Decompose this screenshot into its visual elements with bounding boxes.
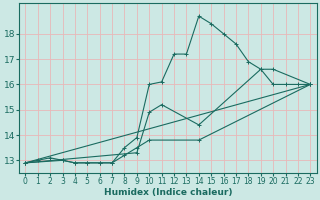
X-axis label: Humidex (Indice chaleur): Humidex (Indice chaleur): [104, 188, 232, 197]
